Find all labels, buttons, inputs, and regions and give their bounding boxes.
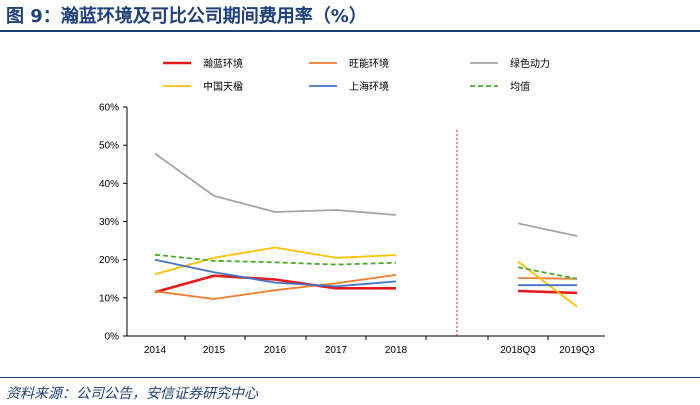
legend-label: 瀚蓝环境 (203, 57, 243, 70)
y-tick-label: 60% (99, 103, 119, 114)
y-tick-label: 30% (99, 217, 119, 228)
x-tick-label: 2018 (385, 345, 408, 356)
line-chart: 0% 10% 20% 30% 40% 50% 60% 2014 2015 2016 2017 2018… (99, 57, 605, 356)
legend-label: 旺能环境 (349, 57, 389, 70)
series-line (517, 277, 578, 280)
x-tick-label: 2015 (203, 345, 226, 356)
y-tick-label: 50% (99, 141, 119, 152)
series-line (154, 253, 397, 266)
figure-title: 图 9：瀚蓝环境及可比公司期间费用率（%） (6, 6, 367, 27)
y-tick-label: 10% (99, 293, 119, 304)
legend-label: 中国天楹 (203, 80, 243, 93)
y-tick-label: 40% (99, 179, 119, 190)
series-line (154, 274, 396, 294)
series-line (517, 266, 578, 280)
x-tick-label: 2016 (264, 345, 287, 356)
x-tick-label: 2017 (325, 345, 348, 356)
y-tick-label: 0% (105, 332, 120, 343)
source-divider (0, 377, 700, 378)
legend-label: 上海环境 (349, 80, 389, 93)
series-line (154, 152, 397, 216)
series-line (154, 246, 397, 276)
x-tick-label: 2014 (144, 345, 167, 356)
source-note: 资料来源：公司公告，安信证券研究中心 (6, 386, 258, 402)
title-underline (0, 30, 700, 32)
legend-label: 绿色动力 (510, 57, 550, 70)
x-tick-label: 2018Q3 (500, 345, 536, 356)
legend-label: 均值 (510, 80, 530, 93)
series-line (517, 222, 578, 237)
series-line (154, 258, 397, 288)
series-line (517, 289, 578, 295)
series-line (154, 274, 397, 300)
y-tick-label: 20% (99, 255, 119, 266)
x-tick-label: 2019Q3 (559, 345, 595, 356)
